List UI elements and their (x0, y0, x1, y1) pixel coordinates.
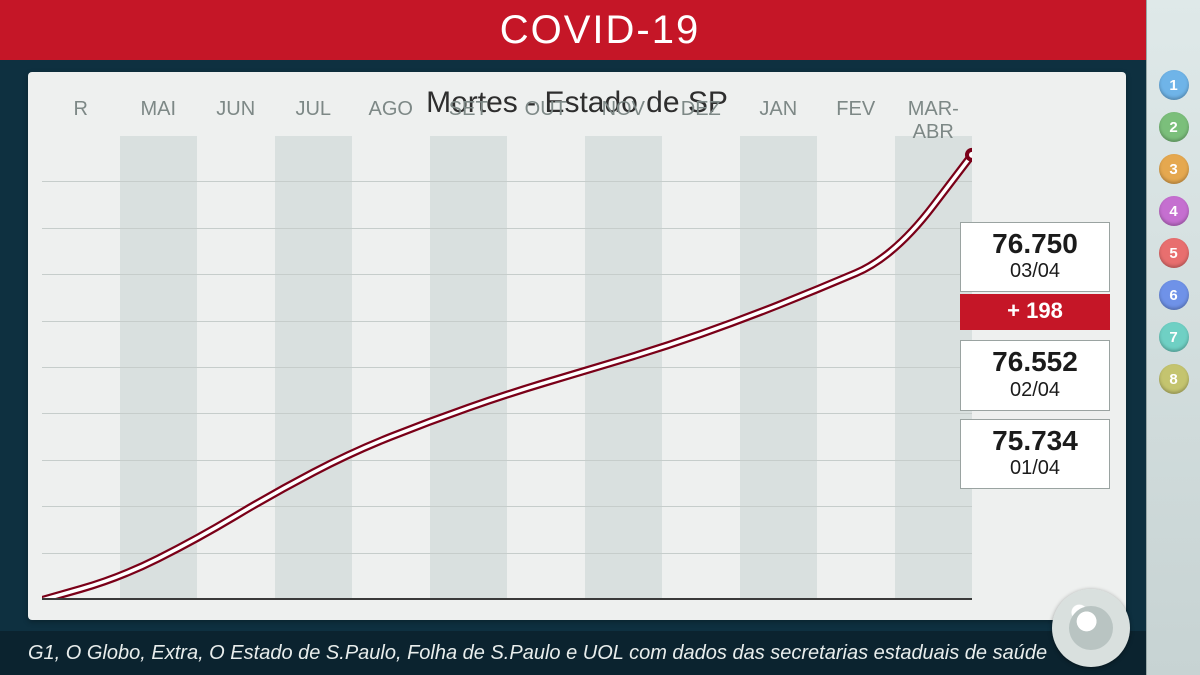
callout-previous-value: 76.552 (969, 347, 1101, 376)
callout-earlier-date: 01/04 (969, 457, 1101, 480)
callout-earlier: 75.734 01/04 (960, 419, 1110, 489)
toolbar-dot[interactable]: 4 (1159, 196, 1189, 226)
chart-line-inner (42, 155, 972, 600)
toolbar-dot[interactable]: 7 (1159, 322, 1189, 352)
chart-month-label: JAN (759, 98, 797, 121)
screenshot-root: COVID-19 Mortes - Estado de SP RMAIJUNJU… (0, 0, 1200, 675)
chart-month-label: NOV (602, 98, 645, 121)
callout-earlier-value: 75.734 (969, 426, 1101, 455)
chart-month-label: JUN (216, 98, 255, 121)
footer-credits: G1, O Globo, Extra, O Estado de S.Paulo,… (0, 631, 1200, 675)
toolbar-dot[interactable]: 8 (1159, 364, 1189, 394)
chart-area: RMAIJUNJULAGOSETOUTNOVDEZJANFEVMAR-ABR (42, 136, 972, 600)
side-toolbar: 1 2 3 4 5 6 7 8 (1146, 0, 1200, 675)
callout-latest-date: 03/04 (969, 260, 1101, 283)
callout-latest: 76.750 03/04 (960, 222, 1110, 292)
toolbar-dot[interactable]: 3 (1159, 154, 1189, 184)
callout-previous: 76.552 02/04 (960, 340, 1110, 410)
callout-previous-date: 02/04 (969, 379, 1101, 402)
callout-latest-value: 76.750 (969, 229, 1101, 258)
chart-month-label: AGO (369, 98, 413, 121)
callout-delta: + 198 (960, 294, 1110, 330)
chart-subtitle: Mortes - Estado de SP (28, 86, 1126, 120)
toolbar-dot[interactable]: 6 (1159, 280, 1189, 310)
chart-line-svg (42, 136, 972, 600)
chart-month-label: R (74, 98, 88, 121)
toolbar-dot[interactable]: 1 (1159, 70, 1189, 100)
chart-panel: Mortes - Estado de SP RMAIJUNJULAGOSETOU… (28, 72, 1126, 620)
network-logo-icon (1052, 589, 1130, 667)
toolbar-dot[interactable]: 5 (1159, 238, 1189, 268)
chart-month-label: DEZ (681, 98, 721, 121)
chart-month-label: OUT (525, 98, 567, 121)
chart-month-label: JUL (295, 98, 331, 121)
chart-month-label: MAI (140, 98, 176, 121)
footer-text: G1, O Globo, Extra, O Estado de S.Paulo,… (28, 642, 1047, 665)
chart-month-label: FEV (836, 98, 875, 121)
chart-month-label: SET (449, 98, 488, 121)
header-bar: COVID-19 (0, 0, 1200, 60)
header-title: COVID-19 (500, 8, 701, 53)
toolbar-dot[interactable]: 2 (1159, 112, 1189, 142)
chart-baseline (42, 598, 972, 600)
chart-line-outer (42, 155, 972, 600)
callout-stack: 76.750 03/04 + 198 76.552 02/04 75.734 0… (960, 222, 1110, 497)
